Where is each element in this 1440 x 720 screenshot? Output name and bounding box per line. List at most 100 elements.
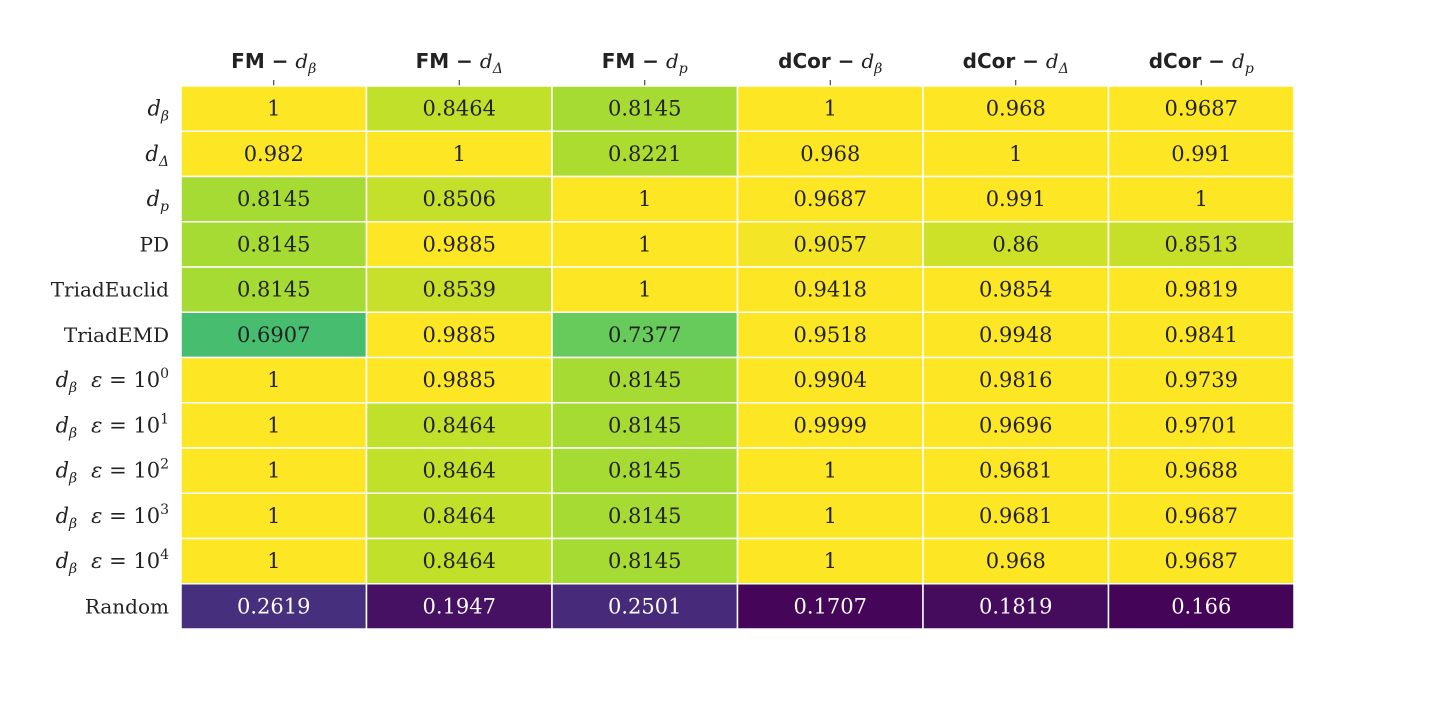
cell-value-label: 1 [267, 549, 280, 573]
heatmap-cell-r9-c0 [180, 492, 368, 540]
heatmap-cell-r3-c4 [922, 221, 1110, 268]
cell-value-label: 0.9885 [423, 232, 496, 256]
heatmap-cell-r1-c4 [922, 130, 1110, 178]
cell-value-label: 1 [824, 459, 837, 483]
row-label-5: TriadEMD [64, 323, 169, 347]
cell-value-label: 0.2619 [237, 594, 310, 618]
cell-value-label: 1 [453, 142, 466, 166]
cell-value-label: 0.9681 [979, 504, 1052, 528]
heatmap-cell-r5-c1 [365, 311, 553, 359]
cell-value-label: 0.8145 [608, 549, 681, 573]
heatmap-cell-r7-c0 [180, 402, 368, 449]
cell-value-label: 0.9885 [423, 323, 496, 347]
cell-value-label: 1 [267, 504, 280, 528]
heatmap-cell-r4-c1 [365, 266, 553, 313]
cell-value-label: 1 [638, 278, 651, 302]
row-label-6: dβ ε = 100 [56, 366, 169, 396]
heatmap-cell-r9-c3 [736, 492, 924, 540]
row-label-7: dβ ε = 101 [56, 411, 169, 441]
heatmap-cell-r2-c0 [180, 175, 368, 223]
cell-value-label: 0.9057 [794, 232, 867, 256]
cell-value-label: 0.8145 [237, 232, 310, 256]
heatmap-cell-r8-c4 [922, 447, 1110, 494]
cell-value-label: 0.9739 [1165, 368, 1238, 392]
cell-value-label: 1 [267, 459, 280, 483]
cell-value-label: 0.9904 [794, 368, 867, 392]
heatmap-cell-r0-c5 [1107, 85, 1295, 132]
cell-value-label: 0.8145 [237, 187, 310, 211]
cell-value-label: 0.166 [1171, 594, 1231, 618]
cell-value-label: 0.9841 [1165, 323, 1238, 347]
heatmap-cell-r5-c4 [922, 311, 1110, 359]
heatmap-cell-r8-c2 [551, 447, 739, 494]
cell-value-label: 0.1947 [423, 594, 496, 618]
row-label-9: dβ ε = 103 [56, 502, 169, 532]
row-label-4: TriadEuclid [51, 278, 169, 302]
cell-value-label: 0.8464 [423, 97, 496, 121]
heatmap-cell-r3-c2 [551, 221, 739, 268]
cell-value-label: 1 [824, 549, 837, 573]
cell-value-label: 0.6907 [237, 323, 310, 347]
heatmap-cell-r6-c3 [736, 356, 924, 404]
heatmap-cell-r7-c4 [922, 402, 1110, 449]
row-label-1: dΔ [145, 142, 169, 170]
cell-value-label: 0.968 [800, 142, 860, 166]
heatmap-cell-r4-c5 [1107, 266, 1295, 313]
cell-value-label: 0.9701 [1165, 413, 1238, 437]
column-label-5: dCor − dp [1149, 49, 1254, 77]
heatmap-cell-r7-c5 [1107, 402, 1295, 449]
cell-value-label: 1 [267, 413, 280, 437]
cell-value-label: 0.9687 [794, 187, 867, 211]
cell-value-label: 0.8145 [608, 413, 681, 437]
heatmap-cell-r11-c2 [551, 583, 739, 630]
cell-value-label: 0.1707 [794, 594, 867, 618]
heatmap-cell-r8-c5 [1107, 447, 1295, 494]
cell-value-label: 0.991 [986, 187, 1046, 211]
cell-value-label: 0.9999 [794, 413, 867, 437]
cell-value-label: 0.1819 [979, 594, 1052, 618]
cell-value-label: 0.8145 [608, 459, 681, 483]
column-label-1: FM − dΔ [416, 49, 503, 77]
cell-value-label: 1 [1195, 187, 1208, 211]
cell-value-label: 0.8506 [423, 187, 496, 211]
cell-value-label: 0.9681 [979, 459, 1052, 483]
heatmap-cell-r1-c3 [736, 130, 924, 178]
row-label-8: dβ ε = 102 [56, 457, 169, 487]
cell-value-label: 0.9885 [423, 368, 496, 392]
heatmap-cell-r11-c0 [180, 583, 368, 630]
cell-value-label: 0.991 [1171, 142, 1231, 166]
cell-value-label: 0.9518 [794, 323, 867, 347]
cell-value-label: 0.8145 [608, 97, 681, 121]
cell-value-label: 1 [638, 232, 651, 256]
column-label-2: FM − dp [602, 49, 688, 77]
column-label-4: dCor − dΔ [963, 49, 1069, 77]
cell-value-label: 0.9687 [1165, 97, 1238, 121]
cell-value-label: 0.8464 [423, 459, 496, 483]
cell-value-label: 0.982 [244, 142, 304, 166]
heatmap-cell-r11-c5 [1107, 583, 1295, 630]
heatmap-cell-r11-c4 [922, 583, 1110, 630]
heatmap-cell-r2-c1 [365, 175, 553, 223]
cell-value-label: 0.8464 [423, 413, 496, 437]
cell-value-label: 0.8539 [423, 278, 496, 302]
heatmap-cell-r11-c3 [736, 583, 924, 630]
heatmap-cell-r10-c0 [180, 537, 368, 585]
heatmap-cell-r9-c2 [551, 492, 739, 540]
cell-value-label: 0.8145 [608, 368, 681, 392]
heatmap-cell-r1-c5 [1107, 130, 1295, 178]
cell-value-label: 0.9948 [979, 323, 1052, 347]
heatmap-cell-r6-c0 [180, 356, 368, 404]
heatmap-cell-r8-c1 [365, 447, 553, 494]
cell-value-label: 0.968 [986, 97, 1046, 121]
column-label-3: dCor − dβ [778, 49, 882, 77]
heatmap-cell-r4-c2 [551, 266, 739, 313]
heatmap-cell-r1-c0 [180, 130, 368, 178]
row-label-10: dβ ε = 104 [56, 547, 170, 577]
row-label-3: PD [140, 232, 170, 256]
heatmap-cell-r6-c5 [1107, 356, 1295, 404]
row-label-11: Random [85, 594, 169, 618]
heatmap-cell-r8-c3 [736, 447, 924, 494]
cell-value-label: 1 [638, 187, 651, 211]
cell-value-label: 0.7377 [608, 323, 681, 347]
